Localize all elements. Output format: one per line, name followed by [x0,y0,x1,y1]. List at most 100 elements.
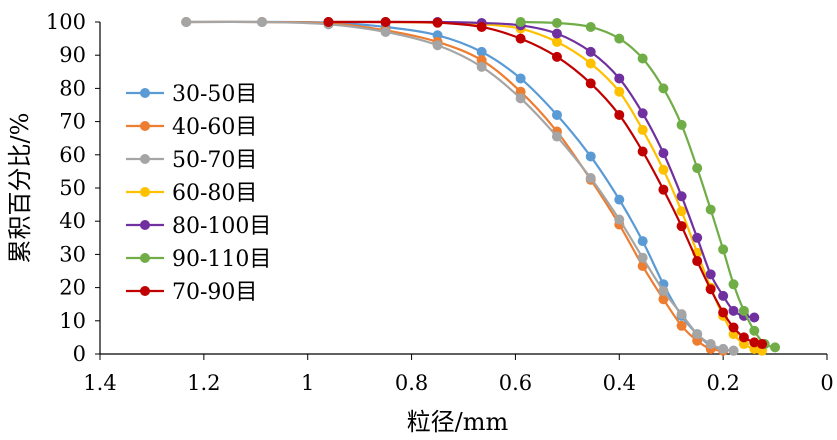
series-60-80目 [323,17,768,356]
data-point [658,294,669,305]
data-point [614,86,625,97]
x-tick-label: 1.2 [187,371,220,395]
y-tick-label: 10 [59,309,86,333]
data-point [181,17,192,27]
data-point [551,131,562,142]
y-tick-label: 70 [59,110,86,134]
data-point [705,284,716,295]
data-point [770,342,781,353]
data-point [738,332,749,343]
data-point [380,26,391,37]
data-point [718,344,729,355]
data-point [728,322,739,333]
y-tick-label: 50 [59,176,86,200]
legend-marker [140,121,150,131]
legend-marker [140,286,150,296]
series-line [520,20,776,349]
legend-item: 90-110目 [126,247,271,272]
data-point [515,73,526,84]
data-point [637,124,648,135]
y-axis-title: 累积百分比/% [6,113,34,264]
data-point [705,339,716,350]
data-point [728,345,739,356]
series-line [328,20,763,346]
data-point [749,312,760,323]
data-point [432,17,443,28]
data-point [515,33,526,44]
data-point [658,164,669,175]
legend-label: 30-50目 [172,82,257,107]
data-point [585,58,596,69]
data-point [637,53,648,64]
data-point [476,21,487,32]
data-point [323,17,334,27]
data-point [551,28,562,39]
data-point [658,285,669,296]
legend-marker [140,154,150,164]
data-point [658,83,669,94]
data-point [637,108,648,119]
data-point [728,305,739,316]
series-50-70目 [181,17,739,356]
data-point [676,191,687,202]
data-point [515,93,526,104]
legend-item: 60-80目 [126,181,257,206]
data-point [614,33,625,44]
data-point [692,329,703,340]
x-tick-label: 0.6 [499,371,532,395]
series [181,17,781,356]
series-30-50目 [181,17,739,356]
y-tick-label: 40 [59,209,86,233]
data-point [585,21,596,32]
legend-label: 90-110目 [172,247,271,272]
data-point [705,204,716,215]
legend-marker [140,187,150,197]
x-axis-tick-labels: 1.4 1.2 1 0.8 0.6 0.4 0.2 0 [83,354,834,395]
y-tick-label: 90 [59,43,86,67]
data-point [692,163,703,174]
data-point [658,148,669,159]
data-point [676,119,687,130]
data-point [692,256,703,267]
series-90-110目 [515,17,781,353]
legend-item: 40-60目 [126,115,257,140]
data-point [476,46,487,57]
legend-label: 40-60目 [172,115,257,140]
legend: 30-50目 40-60目 50-70目 60-80目 80-100目 90-110目 70… [126,82,271,305]
data-point [637,252,648,263]
data-point [676,320,687,331]
data-point [515,17,526,27]
data-point [692,232,703,243]
y-tick-label: 30 [59,242,86,266]
y-tick-label: 60 [59,143,86,167]
series-40-60目 [181,17,729,356]
data-point [551,36,562,47]
legend-item: 70-90目 [126,280,257,305]
x-tick-label: 0.4 [603,371,636,395]
legend-label: 70-90目 [172,280,257,305]
x-tick-label: 0.8 [395,371,428,395]
data-point [749,325,760,336]
data-point [705,269,716,280]
data-point [676,206,687,217]
y-tick-label: 80 [59,76,86,100]
data-point [585,78,596,89]
legend-item: 50-70目 [126,148,257,173]
data-point [476,61,487,72]
x-tick-label: 1 [301,371,314,395]
data-point [738,305,749,316]
data-point [637,146,648,157]
data-point [585,46,596,57]
series-line [328,20,755,319]
data-point [257,17,268,27]
data-point [718,244,729,255]
y-tick-label: 0 [73,342,86,366]
data-point [432,40,443,51]
data-point [658,184,669,195]
data-point [728,279,739,290]
data-point [614,214,625,225]
data-point [551,51,562,62]
data-point [749,337,760,348]
legend-item: 30-50目 [126,82,257,107]
